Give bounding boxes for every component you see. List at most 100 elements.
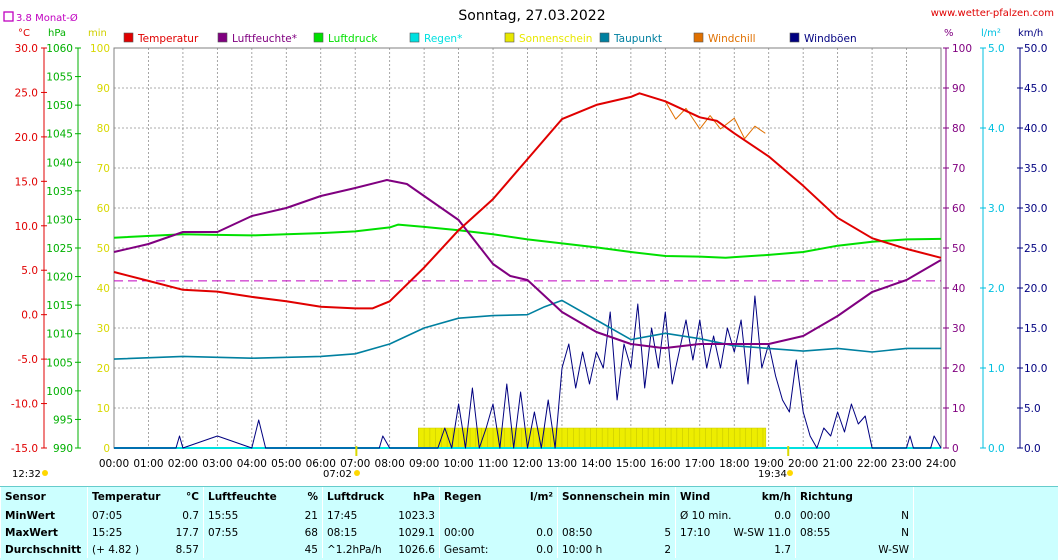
cell-value: 17.7 (176, 527, 199, 539)
y-tick-label: 1060 (46, 43, 73, 55)
sun-icon-left (42, 470, 48, 476)
y-tick-label: 1.0 (988, 363, 1005, 375)
cell-value: W-SW (878, 544, 909, 556)
th-hum-unit: % (307, 491, 318, 503)
y-tick-label: 50 (97, 243, 110, 255)
sunshine-bar (418, 428, 765, 448)
y-tick-label: 70 (97, 163, 110, 175)
x-tick-label: 08:00 (375, 458, 405, 470)
y-tick-label: 1045 (46, 129, 73, 141)
cell-time: 17:10 (680, 527, 710, 539)
cell-value: N (901, 510, 909, 522)
legend-swatch (410, 33, 419, 42)
th-wind-unit: km/h (762, 491, 791, 503)
cell-value: 8.57 (176, 544, 199, 556)
y-tick-label: -5.0 (18, 354, 39, 366)
y-tick-label: 1030 (46, 214, 73, 226)
cell-time: 15:25 (92, 527, 122, 539)
y-tick-label: 1020 (46, 272, 73, 284)
legend-label: Windböen (804, 33, 857, 45)
th-wind: Wind (680, 491, 710, 503)
monthly-avg-label: 3.8 Monat-Ø (16, 12, 78, 24)
y-tick-label: 80 (952, 123, 965, 135)
wind-unit: km/h (1018, 28, 1043, 39)
y-tick-label: 10.0 (1024, 363, 1047, 375)
y-tick-label: 60 (952, 203, 965, 215)
y-tick-label: 1040 (46, 157, 73, 169)
legend-swatch (790, 33, 799, 42)
x-tick-label: 22:00 (857, 458, 887, 470)
cell-time: 17:45 (327, 510, 357, 522)
x-tick-label: 05:00 (271, 458, 301, 470)
cell-time: 08:55 (800, 527, 830, 539)
y-tick-label: 90 (952, 83, 965, 95)
y-tick-label: 1005 (46, 357, 73, 369)
th-dir: Richtung (796, 487, 914, 507)
row-label: MaxWert (1, 524, 88, 541)
y-tick-label: 30 (952, 323, 965, 335)
cell-time: 15:55 (208, 510, 238, 522)
x-tick-label: 20:00 (788, 458, 818, 470)
cell-time: (+ 4.82 ) (92, 544, 139, 556)
y-tick-label: 10.0 (15, 221, 38, 233)
statistics-table: Sensor Temperatur°C Luftfeuchte% Luftdru… (0, 486, 1058, 560)
cell-value: 2 (664, 544, 671, 556)
time-left-label: 12:32 (12, 469, 41, 480)
hum-unit: % (944, 28, 954, 39)
legend-label: Sonnenschein (519, 33, 592, 45)
cell-time: Gesamt: (444, 544, 488, 556)
y-tick-label: 3.0 (988, 203, 1005, 215)
legend-swatch (218, 33, 227, 42)
legend-swatch (694, 33, 703, 42)
y-tick-label: 90 (97, 83, 110, 95)
sunrise-icon (354, 470, 360, 476)
th-temp-unit: °C (186, 491, 199, 503)
cell-value: 0.0 (536, 544, 553, 556)
y-tick-label: 5.0 (1024, 403, 1041, 415)
cell-time: 00:00 (800, 510, 830, 522)
y-tick-label: 1010 (46, 329, 73, 341)
cell-time: 07:55 (208, 527, 238, 539)
th-press-unit: hPa (413, 491, 435, 503)
cell-time: 10:00 h (562, 544, 602, 556)
sunrise-label: 07:02 (323, 469, 352, 480)
y-tick-label: 10 (97, 403, 110, 415)
y-tick-label: 15.0 (15, 176, 38, 188)
y-tick-label: -10.0 (11, 399, 38, 411)
cell-time: ^1.2hPa/h (327, 544, 382, 556)
legend-swatch (124, 33, 133, 42)
site-url[interactable]: www.wetter-pfalzen.com (931, 8, 1054, 19)
y-tick-label: 30.0 (1024, 203, 1047, 215)
cell-value: 1.7 (774, 544, 791, 556)
y-tick-label: 20.0 (15, 132, 38, 144)
y-tick-label: 20.0 (1024, 283, 1047, 295)
x-tick-label: 24:00 (926, 458, 956, 470)
cell-value: 0.7 (182, 510, 199, 522)
cell-value: 68 (305, 527, 318, 539)
chart-title: Sonntag, 27.03.2022 (458, 8, 605, 24)
y-tick-label: 1055 (46, 72, 73, 84)
cell-time: 00:00 (444, 527, 474, 539)
y-tick-label: 60 (97, 203, 110, 215)
sunset-icon (787, 470, 793, 476)
row-label: MinWert (1, 507, 88, 524)
x-tick-label: 02:00 (168, 458, 198, 470)
cell-dir: W-SW (733, 527, 764, 539)
y-tick-label: 1000 (46, 386, 73, 398)
th-sun: Sonnenschein min (558, 487, 676, 507)
cell-value: 11.0 (768, 527, 791, 539)
y-tick-label: 1025 (46, 243, 73, 255)
y-tick-label: 45.0 (1024, 83, 1047, 95)
x-tick-label: 16:00 (650, 458, 680, 470)
monthly-avg-icon (4, 12, 13, 21)
x-tick-label: 17:00 (685, 458, 715, 470)
y-tick-label: 30.0 (15, 43, 38, 55)
sun-unit: min (88, 28, 107, 39)
y-tick-label: 0 (103, 443, 110, 455)
x-tick-label: 04:00 (237, 458, 267, 470)
y-tick-label: 995 (53, 414, 73, 426)
y-tick-label: 1015 (46, 300, 73, 312)
